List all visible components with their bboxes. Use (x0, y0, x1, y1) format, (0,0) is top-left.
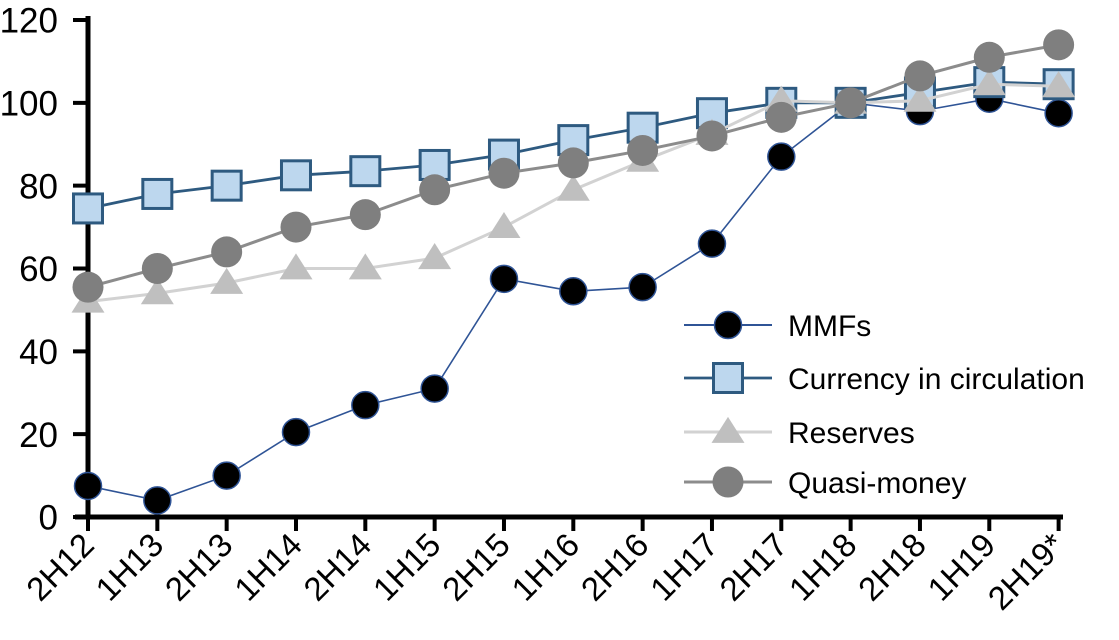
y-axis-tick-label: 80 (19, 167, 58, 206)
mmfs-marker (143, 486, 172, 515)
x-axis-tick-label: 2H12 (19, 526, 101, 608)
x-axis-tick-label: 1H17 (643, 526, 725, 608)
legend-item-mmfs: MMFs (684, 310, 871, 343)
x-axis-tick-label: 1H18 (782, 526, 864, 608)
y-axis-tick-label: 40 (19, 333, 58, 372)
x-axis-tick-label: 2H17 (712, 526, 794, 608)
reserves-marker (556, 174, 590, 201)
reserves-marker (1042, 71, 1076, 98)
legend-item-quasi-money: Quasi-money (684, 466, 966, 500)
mmfs-marker (628, 272, 657, 302)
currency-in-circulation-marker (279, 159, 312, 192)
x-axis-tick-label: 2H16 (574, 526, 656, 608)
quasi-money-marker (835, 87, 867, 119)
quasi-money-marker (1043, 29, 1075, 61)
x-axis-tick-label: 2H13 (158, 526, 240, 608)
quasi-money-marker (280, 211, 312, 243)
x-axis-tick-label: 2H19* (981, 526, 1072, 617)
quasi-money-marker (141, 253, 173, 284)
quasi-money-marker (419, 174, 451, 206)
legend-item-currency-in-circulation: Currency in circulation (684, 362, 1085, 396)
quasi-money-marker (973, 41, 1005, 73)
mmfs-marker (1044, 98, 1073, 128)
reserves-marker (210, 267, 244, 294)
quasi-money-marker (904, 60, 936, 92)
mmfs-marker (351, 390, 380, 420)
x-axis-tick-label: 1H16 (504, 526, 586, 608)
legend-label: Quasi-money (788, 467, 966, 500)
x-axis-tick-label: 1H14 (227, 526, 309, 608)
mmfs-marker (767, 142, 796, 171)
reserves-marker (903, 85, 937, 112)
quasi-money-marker (349, 199, 381, 231)
legend-label: MMFs (788, 310, 871, 343)
currency-in-circulation-marker (349, 155, 382, 188)
y-axis-tick-label: 100 (0, 84, 58, 123)
mmfs-marker (281, 417, 311, 447)
quasi-money-marker (627, 134, 659, 166)
y-axis-tick-label: 0 (39, 499, 58, 538)
currency-in-circulation-marker (210, 169, 243, 202)
mmfs-marker (559, 277, 588, 306)
reserves-marker (348, 253, 382, 280)
reserves-marker-icon (711, 416, 745, 443)
x-axis-tick-label: 2H15 (435, 526, 517, 608)
reserves-marker (487, 211, 521, 239)
currency-in-circulation-marker-icon (712, 362, 744, 394)
y-axis-tick-label: 120 (0, 2, 58, 41)
x-axis-tick-label: 1H15 (366, 526, 448, 608)
mmfs-marker (697, 229, 727, 258)
legend-item-reserves: Reserves (684, 417, 915, 450)
currency-in-circulation-marker (141, 177, 174, 210)
reserves-marker (418, 243, 452, 270)
reserves-marker (972, 69, 1006, 96)
mmfs-marker (212, 461, 241, 490)
currency-in-circulation-marker (72, 192, 104, 225)
reserves-marker (140, 278, 174, 305)
reserves-marker (279, 253, 313, 280)
quasi-money-marker (557, 147, 589, 179)
legend-label: Reserves (788, 417, 915, 450)
legend-label: Currency in circulation (788, 363, 1085, 396)
x-axis-tick-label: 1H13 (88, 526, 170, 608)
mmfs-marker (489, 264, 519, 294)
legend: MMFs Currency in circulation Reserves Quasi… (684, 310, 1085, 500)
mmfs-marker-icon (713, 310, 743, 340)
mmfs-marker (420, 374, 449, 403)
quasi-money-marker (696, 120, 728, 152)
x-axis-tick-label: 2H18 (851, 526, 933, 608)
y-axis-tick-label: 20 (19, 416, 58, 455)
mmfs-marker (73, 471, 103, 501)
quasi-money-marker (72, 271, 104, 303)
x-axis-tick-label: 2H14 (296, 526, 378, 608)
quasi-money-marker (211, 236, 243, 268)
y-axis-tick-label: 60 (19, 250, 58, 289)
quasi-money-marker-icon (712, 466, 744, 498)
quasi-money-marker (488, 157, 520, 189)
series-quasi-money (72, 29, 1075, 303)
quasi-money-marker (765, 101, 797, 133)
